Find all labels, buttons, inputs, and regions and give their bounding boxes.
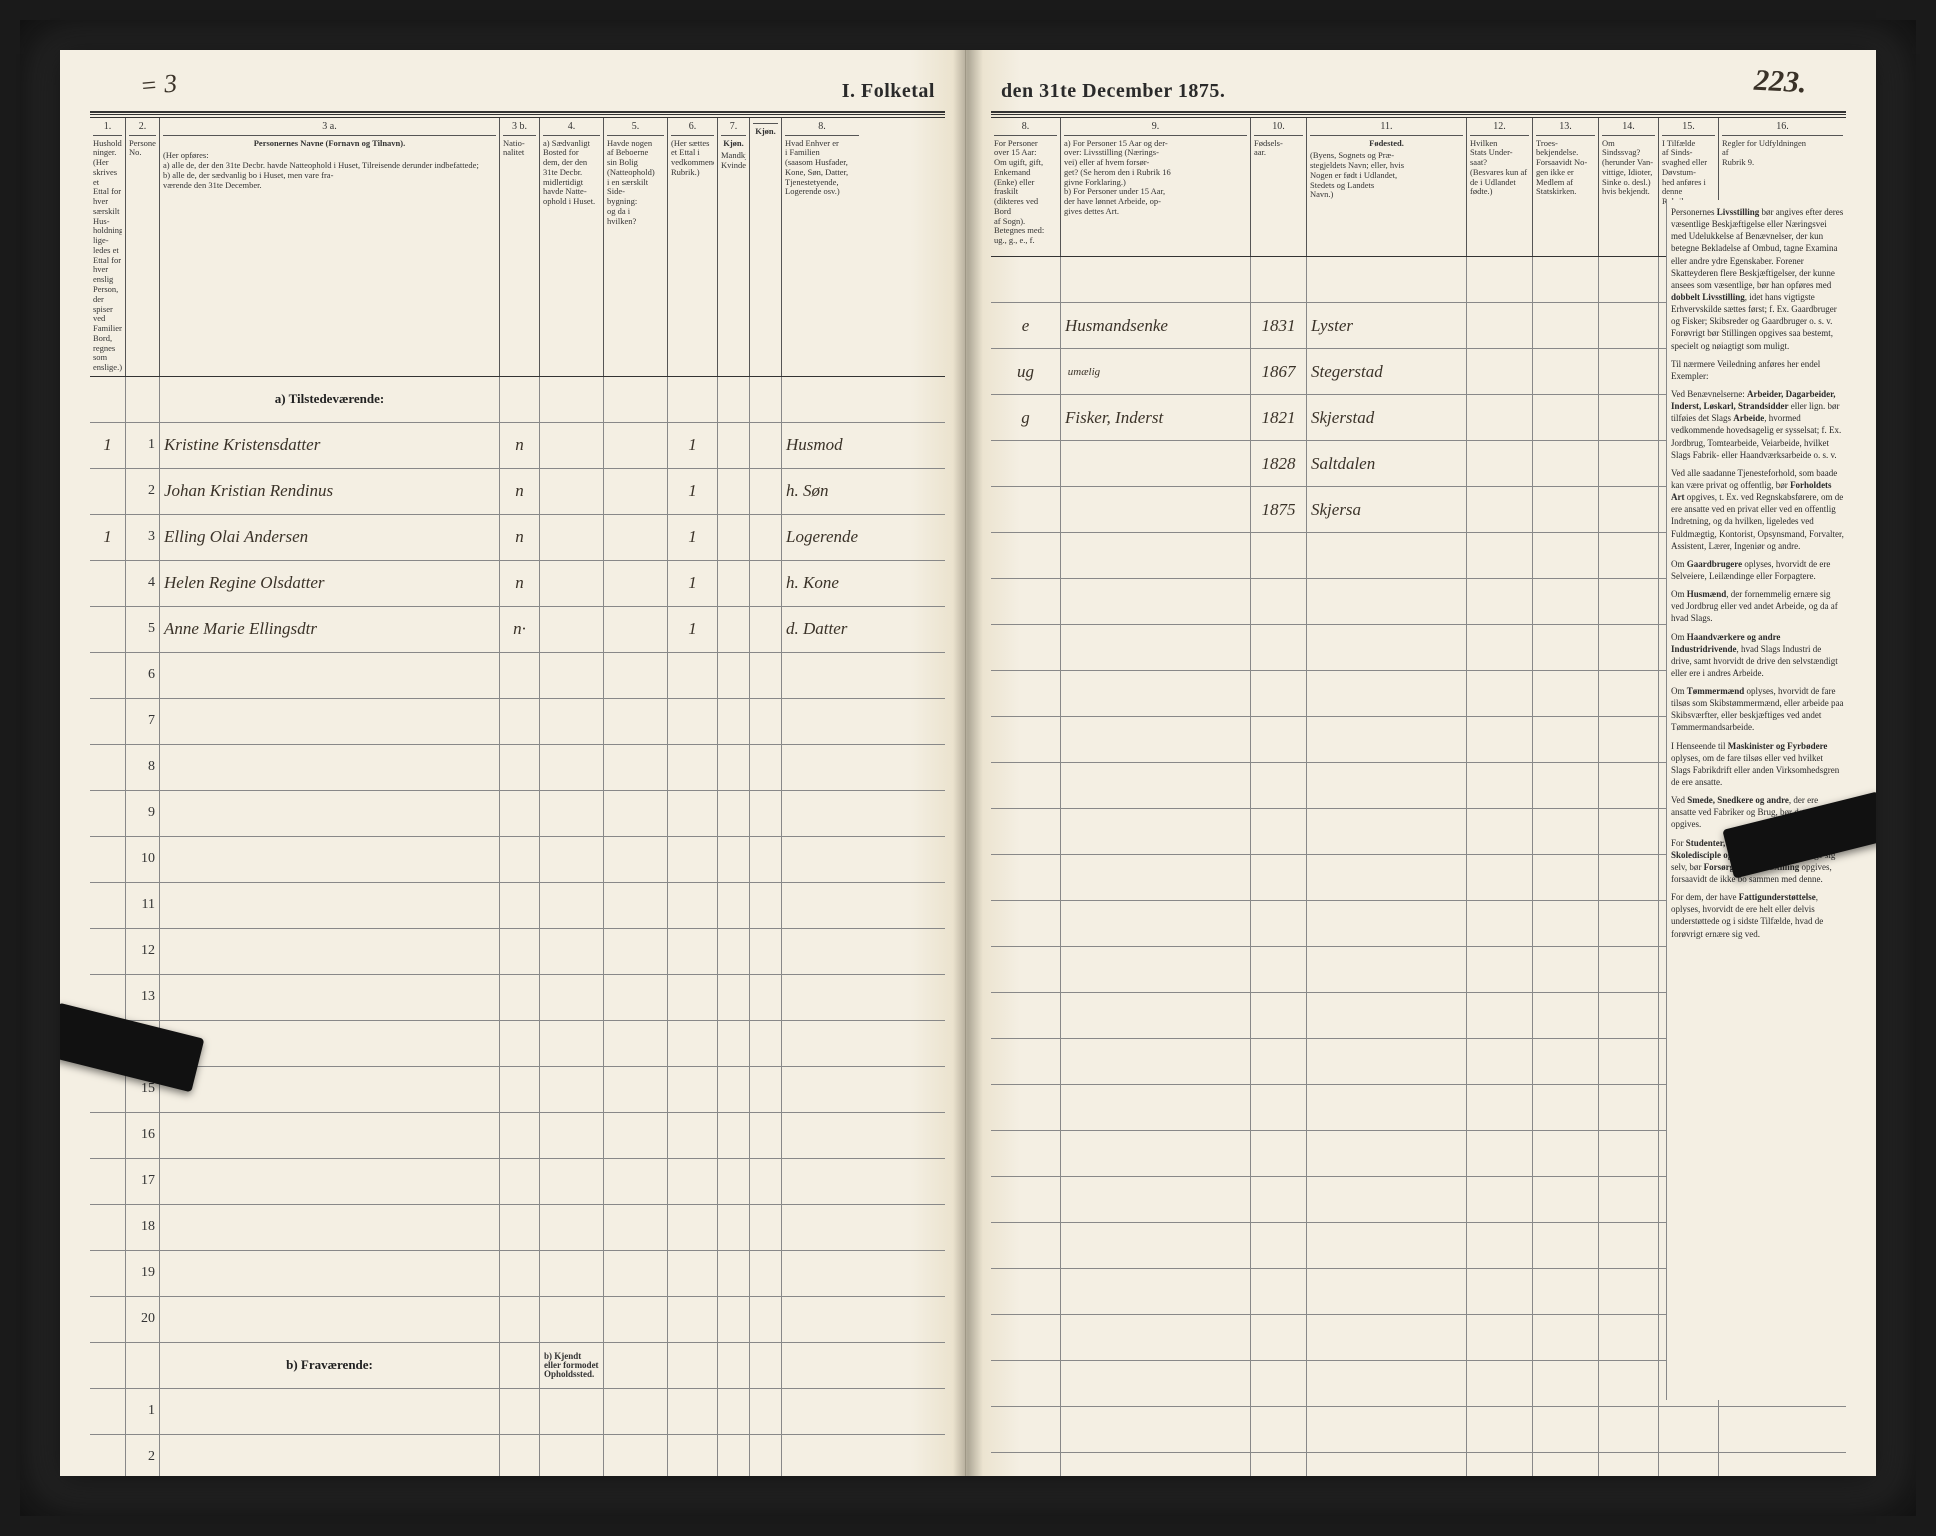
table-row: [991, 1407, 1846, 1453]
col-header: Kjøn.: [750, 118, 782, 376]
table-row: 2: [90, 1435, 945, 1476]
col-header: 2.Personernes No.: [126, 118, 160, 376]
col-header: 4.a) SædvanligtBosted fordem, der den31t…: [540, 118, 604, 376]
table-row: 17: [90, 1159, 945, 1205]
table-row: 4 Helen Regine Olsdatter n 1 h. Kone: [90, 561, 945, 607]
table-row: 5 Anne Marie Ellingsdtr n· 1 d. Datter: [90, 607, 945, 653]
table-row: 10: [90, 837, 945, 883]
body-left: a) Tilstedeværende: 1 1 Kristine Kristen…: [90, 377, 945, 1476]
table-row: 20: [90, 1297, 945, 1343]
table-row: 14: [90, 1021, 945, 1067]
col-header: 8.For Personerover 15 Aar:Om ugift, gift…: [991, 118, 1061, 256]
col-header: 1.Hushold-ninger.(Her skrives etEttal fo…: [90, 118, 126, 376]
page-right: 223. den 31te December 1875. 8.For Perso…: [966, 50, 1876, 1476]
col-header: 11.Fødested.(Byens, Sognets og Præ-stegj…: [1307, 118, 1467, 256]
page-left: = 3 I. Folketal 1.Hushold-ninger.(Her sk…: [60, 50, 966, 1476]
col-header: 10.Fødsels-aar.: [1251, 118, 1307, 256]
book-wrapper: = 3 I. Folketal 1.Hushold-ninger.(Her sk…: [20, 20, 1916, 1516]
page-number-right: 223.: [1753, 64, 1807, 101]
table-row: 9: [90, 791, 945, 837]
page-number-left: = 3: [139, 68, 179, 101]
table-row: 1 1 Kristine Kristensdatter n 1 Husmod: [90, 423, 945, 469]
table-row: 19: [90, 1251, 945, 1297]
col-header: 9.a) For Personer 15 Aar og der-over: Li…: [1061, 118, 1251, 256]
table-row: 18: [90, 1205, 945, 1251]
col-header: 6.(Her sættes et Ettal i vedkommende Rub…: [668, 118, 718, 376]
rubrik-9-rules: Personernes Livsstilling bør angives eft…: [1666, 200, 1846, 1400]
col-header: 8.Hvad Enhver eri Familien(saasom Husfad…: [782, 118, 862, 376]
table-row: 2 Johan Kristian Rendinus n 1 h. Søn: [90, 469, 945, 515]
title-right: den 31te December 1875.: [991, 80, 1846, 103]
col-header: 3 a.Personernes Navne (Fornavn og Tilnav…: [160, 118, 500, 376]
col-header: 7.Kjøn.Mandkjøn. Kvindekjøn.: [718, 118, 750, 376]
table-row: 15: [90, 1067, 945, 1113]
section-b-label: b) Fraværende: b) Kjendt eller formodet …: [90, 1343, 945, 1389]
col-header: 5.Havde nogenaf Beboernesin Bolig(Natteo…: [604, 118, 668, 376]
table-row: [991, 1453, 1846, 1476]
col-header: 3 b.Natio-nalitet: [500, 118, 540, 376]
title-left: I. Folketal: [90, 80, 945, 103]
table-row: 1 3 Elling Olai Andersen n 1 Logerende: [90, 515, 945, 561]
table-row: 6: [90, 653, 945, 699]
ledger-spread: = 3 I. Folketal 1.Hushold-ninger.(Her sk…: [60, 50, 1876, 1476]
rule: [90, 111, 945, 115]
rule: [991, 111, 1846, 115]
col-header: 12.HvilkenStats Under-saat?(Besvares kun…: [1467, 118, 1533, 256]
table-row: 12: [90, 929, 945, 975]
table-row: 16: [90, 1113, 945, 1159]
column-headers-left: 1.Hushold-ninger.(Her skrives etEttal fo…: [90, 117, 945, 377]
section-a-label: a) Tilstedeværende:: [90, 377, 945, 423]
col-header: 14.OmSindssvag?(herunder Van-vittige, Id…: [1599, 118, 1659, 256]
col-header: 13.Troes-bekjendelse.Forsaavidt No-gen i…: [1533, 118, 1599, 256]
table-row: 1: [90, 1389, 945, 1435]
table-row: 8: [90, 745, 945, 791]
table-row: 11: [90, 883, 945, 929]
table-row: 7: [90, 699, 945, 745]
table-row: 13: [90, 975, 945, 1021]
